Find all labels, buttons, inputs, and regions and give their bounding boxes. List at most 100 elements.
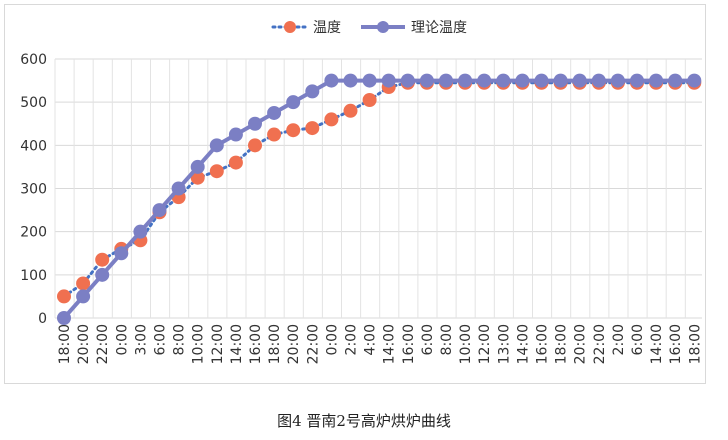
x-tick-labels: 18:00 20:00 22:00 0:00 3:00 6:00 8:00 10:00 12:0… bbox=[57, 324, 703, 364]
data-point bbox=[190, 170, 205, 185]
data-point bbox=[133, 224, 148, 239]
x-tick-label: 6:00 bbox=[630, 324, 646, 355]
grid bbox=[54, 58, 702, 319]
data-point bbox=[419, 73, 434, 88]
x-tick-label: 16:00 bbox=[401, 324, 417, 364]
data-point bbox=[496, 73, 511, 88]
data-point bbox=[649, 73, 664, 88]
data-point bbox=[190, 159, 205, 174]
data-point bbox=[400, 73, 415, 88]
data-point bbox=[76, 276, 91, 291]
data-point bbox=[305, 121, 320, 136]
x-tick-label: 20:00 bbox=[573, 324, 589, 364]
data-point bbox=[228, 155, 243, 170]
data-point bbox=[286, 123, 301, 138]
data-point bbox=[286, 95, 301, 110]
figure-caption: 图4 晋南2号高炉烘炉曲线 bbox=[277, 412, 451, 430]
data-point bbox=[57, 311, 71, 325]
data-point bbox=[591, 73, 606, 88]
x-tick-label: 12:00 bbox=[210, 324, 226, 364]
data-point bbox=[267, 127, 282, 142]
x-tick-label: 14:00 bbox=[382, 324, 398, 364]
legend-label-1: 温度 bbox=[313, 20, 341, 36]
legend-marker-2 bbox=[377, 21, 389, 33]
x-tick-label: 18:00 bbox=[57, 324, 73, 364]
data-point bbox=[553, 73, 568, 88]
data-point bbox=[477, 73, 492, 88]
legend-marker-1 bbox=[284, 21, 296, 33]
y-tick-label: 200 bbox=[20, 225, 47, 241]
data-point bbox=[534, 73, 549, 88]
x-tick-label: 2:00 bbox=[344, 324, 360, 355]
x-tick-label: 22:00 bbox=[95, 324, 111, 364]
data-point bbox=[610, 73, 625, 88]
data-point bbox=[439, 73, 453, 88]
data-point bbox=[57, 289, 71, 304]
y-tick-label: 100 bbox=[20, 268, 47, 284]
data-point bbox=[228, 127, 243, 142]
data-point bbox=[515, 73, 530, 88]
data-point bbox=[267, 105, 282, 120]
x-tick-label: 10:00 bbox=[191, 324, 207, 364]
data-point bbox=[209, 138, 224, 153]
x-tick-label: 18:00 bbox=[267, 324, 283, 364]
data-point bbox=[114, 246, 129, 261]
x-tick-label: 10:00 bbox=[458, 324, 474, 364]
x-tick-label: 20:00 bbox=[286, 324, 302, 364]
y-tick-label: 400 bbox=[20, 138, 47, 154]
x-tick-label: 6:00 bbox=[153, 324, 169, 355]
data-point bbox=[630, 73, 644, 88]
data-point bbox=[381, 73, 396, 88]
x-tick-label: 22:00 bbox=[592, 324, 608, 364]
data-point bbox=[152, 203, 167, 218]
chart-frame: 0 100 200 300 400 500 600 18:00 20:00 22:00 0:00 3… bbox=[4, 4, 706, 384]
y-tick-labels: 0 100 200 300 400 500 600 bbox=[20, 52, 47, 327]
data-point bbox=[362, 73, 377, 88]
data-point bbox=[209, 164, 224, 179]
x-tick-label: 14:00 bbox=[515, 324, 531, 364]
data-point bbox=[76, 289, 91, 304]
y-tick-label: 300 bbox=[20, 182, 47, 198]
x-tick-label: 12:00 bbox=[477, 324, 493, 364]
x-tick-label: 16:00 bbox=[668, 324, 684, 364]
data-point bbox=[324, 112, 339, 127]
x-tick-label: 20:00 bbox=[76, 324, 92, 364]
x-tick-label: 16:00 bbox=[535, 324, 551, 364]
data-point bbox=[687, 73, 702, 88]
data-point bbox=[248, 116, 262, 131]
x-tick-label: 8:00 bbox=[439, 324, 455, 355]
y-tick-label: 0 bbox=[38, 311, 47, 327]
x-tick-label: 0:00 bbox=[114, 324, 130, 355]
x-tick-label: 4:00 bbox=[363, 324, 379, 355]
data-point bbox=[458, 73, 473, 88]
y-tick-label: 500 bbox=[20, 95, 47, 111]
data-point bbox=[95, 252, 110, 267]
data-point bbox=[95, 267, 110, 282]
data-point bbox=[171, 181, 186, 196]
legend-label-2: 理论温度 bbox=[411, 20, 467, 36]
x-tick-label: 14:00 bbox=[229, 324, 245, 364]
data-point bbox=[343, 73, 358, 88]
x-tick-label: 8:00 bbox=[172, 324, 188, 355]
x-tick-label: 18:00 bbox=[687, 324, 703, 364]
series-line-1 bbox=[62, 78, 695, 320]
legend: 温度 理论温度 bbox=[271, 20, 467, 36]
x-tick-label: 0:00 bbox=[324, 324, 340, 355]
x-tick-label: 6:00 bbox=[420, 324, 436, 355]
x-tick-label: 16:00 bbox=[248, 324, 264, 364]
y-tick-label: 600 bbox=[20, 52, 47, 68]
data-point bbox=[572, 73, 587, 88]
x-tick-label: 13:00 bbox=[496, 324, 512, 364]
series-layer bbox=[57, 73, 702, 325]
data-point bbox=[248, 138, 262, 153]
series-line-0 bbox=[62, 81, 696, 298]
data-point bbox=[362, 93, 377, 108]
x-tick-label: 3:00 bbox=[133, 324, 149, 355]
x-tick-label: 22:00 bbox=[305, 324, 321, 364]
x-tick-label: 18:00 bbox=[554, 324, 570, 364]
data-point bbox=[324, 73, 339, 88]
data-point bbox=[305, 84, 320, 99]
x-tick-label: 2:00 bbox=[611, 324, 627, 355]
data-point bbox=[668, 73, 683, 88]
